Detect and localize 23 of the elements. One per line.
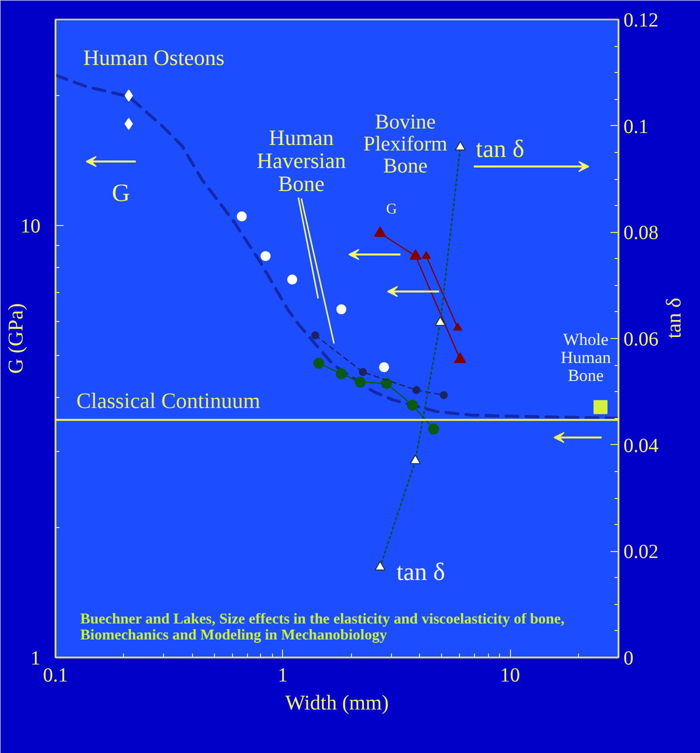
y2-tick-label: 0.08	[624, 222, 658, 244]
x-tick-label: 10	[500, 664, 520, 686]
annotation: tan δ	[396, 559, 446, 586]
annotation: G	[112, 180, 130, 207]
x-tick-label: 0.1	[43, 664, 68, 686]
y-axis-title: G (GPa)	[4, 303, 28, 374]
annotation: Human Haversian Bone	[256, 125, 346, 196]
annotation: Buechner and Lakes, Size effects in the elasticity and viscoelasticity of bone, Biomechanics and Modeling in Mechanobiology	[80, 612, 565, 644]
annotation: Human Osteons	[83, 45, 224, 70]
y2-tick-label: 0.04	[624, 434, 658, 457]
annotation: G	[386, 202, 398, 218]
y2-tick-label: 0.1	[624, 116, 648, 138]
y2-tick-label: 0.12	[624, 10, 658, 32]
y2-axis-title: tan δ	[476, 136, 524, 163]
x-tick-label: 1	[278, 664, 288, 686]
text: tan δ	[662, 298, 686, 338]
annotation: Bovine Plexiform Bone	[363, 110, 448, 178]
annotation: Whole Human Bone	[560, 330, 612, 385]
y2-tick-label: 0	[624, 648, 634, 670]
ref-line-label: Classical Continuum	[76, 388, 260, 413]
x-axis-title: Width (mm)	[285, 690, 389, 714]
y2-tick-label: 0.06	[624, 328, 658, 350]
y2-tick-label: 0.02	[624, 541, 658, 564]
